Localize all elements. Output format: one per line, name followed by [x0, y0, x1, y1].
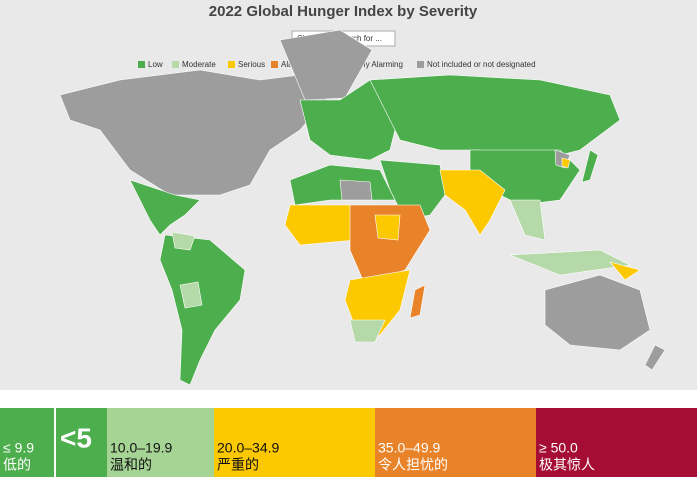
scale-label: 温和的	[110, 457, 152, 473]
country	[369, 74, 621, 161]
legend-swatch	[172, 61, 179, 68]
scale-segment	[375, 408, 536, 477]
map-title: 2022 Global Hunger Index by Severity	[209, 3, 478, 20]
country	[339, 179, 373, 201]
country	[171, 231, 196, 251]
country	[299, 79, 401, 161]
world-map	[59, 29, 666, 386]
country	[279, 29, 373, 101]
country	[284, 204, 356, 246]
legend-label: Low	[148, 60, 163, 69]
scale-note: <5	[60, 422, 92, 453]
country	[59, 69, 331, 196]
scale-range: 35.0–49.9	[378, 440, 440, 456]
country	[561, 157, 571, 169]
scale-segment	[214, 408, 375, 477]
scale-range: ≥ 50.0	[539, 440, 578, 456]
country	[374, 214, 401, 241]
country	[544, 274, 651, 351]
country	[509, 199, 546, 241]
country	[349, 204, 431, 286]
country	[179, 281, 203, 309]
country	[509, 249, 631, 276]
country	[439, 169, 506, 236]
scale-label: 严重的	[217, 457, 259, 473]
scale-segment	[107, 408, 214, 477]
country	[129, 179, 201, 236]
country	[159, 234, 246, 386]
legend-label: Extremely Alarming	[334, 60, 403, 69]
legend-swatch	[228, 61, 235, 68]
country	[409, 284, 426, 319]
scale-label: 令人担忧的	[378, 457, 448, 473]
country	[644, 344, 666, 371]
scale-segment	[536, 408, 697, 477]
scale-label: 极其惊人	[539, 457, 595, 473]
scale-segment	[0, 408, 107, 477]
legend-label: Serious	[238, 60, 265, 69]
legend-label: Moderate	[182, 60, 216, 69]
scale-range: 10.0–19.9	[110, 440, 172, 456]
legend-swatch	[138, 61, 145, 68]
scale-range: 20.0–34.9	[217, 440, 279, 456]
country	[609, 261, 641, 281]
legend-swatch	[271, 61, 278, 68]
legend-label: Not included or not designated	[427, 60, 536, 69]
scale-range: ≤ 9.9	[3, 440, 34, 456]
country	[581, 149, 599, 183]
scale-label: 低的	[3, 457, 31, 473]
country	[349, 319, 386, 343]
legend-swatch	[417, 61, 424, 68]
